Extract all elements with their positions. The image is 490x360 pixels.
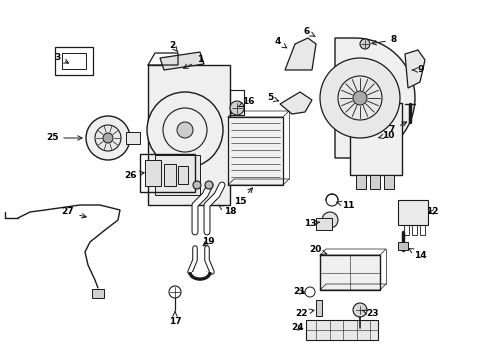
- Text: 15: 15: [234, 188, 252, 207]
- Bar: [126, 132, 140, 144]
- Text: 17: 17: [169, 312, 181, 327]
- Polygon shape: [398, 200, 428, 225]
- Circle shape: [205, 181, 213, 189]
- Text: 25: 25: [46, 134, 82, 143]
- Text: 16: 16: [239, 98, 254, 107]
- Polygon shape: [280, 92, 312, 114]
- Bar: [145, 160, 161, 186]
- Bar: [356, 175, 366, 189]
- Text: 6: 6: [304, 27, 316, 37]
- Bar: [412, 225, 417, 235]
- Text: 4: 4: [275, 37, 287, 48]
- Polygon shape: [405, 50, 425, 88]
- Circle shape: [103, 133, 113, 143]
- Bar: [164, 164, 176, 186]
- Bar: [155, 155, 200, 195]
- Text: 5: 5: [267, 94, 279, 103]
- Text: 3: 3: [54, 53, 69, 63]
- Circle shape: [353, 303, 367, 317]
- Text: 18: 18: [219, 205, 236, 216]
- Text: 26: 26: [124, 171, 144, 180]
- Text: 13: 13: [304, 220, 319, 229]
- Polygon shape: [335, 38, 415, 158]
- Bar: [398, 242, 408, 250]
- Circle shape: [95, 125, 121, 151]
- Polygon shape: [350, 103, 402, 175]
- Bar: [140, 154, 195, 192]
- Circle shape: [177, 122, 193, 138]
- Bar: [55, 47, 93, 75]
- Circle shape: [360, 39, 370, 49]
- Text: 11: 11: [336, 201, 354, 210]
- Text: 1: 1: [183, 55, 203, 68]
- Polygon shape: [160, 52, 204, 70]
- Bar: [316, 300, 322, 316]
- Text: 2: 2: [169, 40, 178, 52]
- Bar: [92, 289, 104, 298]
- Circle shape: [86, 116, 130, 160]
- Circle shape: [193, 181, 201, 189]
- Polygon shape: [148, 65, 230, 205]
- Text: 14: 14: [409, 248, 426, 260]
- Text: 8: 8: [372, 36, 397, 45]
- Polygon shape: [306, 320, 378, 340]
- Circle shape: [147, 92, 223, 168]
- Circle shape: [230, 101, 244, 115]
- Text: 27: 27: [62, 207, 86, 218]
- Text: 24: 24: [292, 324, 304, 333]
- Text: 10: 10: [379, 130, 394, 139]
- Bar: [404, 225, 409, 235]
- Text: 21: 21: [293, 288, 305, 297]
- Circle shape: [320, 58, 400, 138]
- Text: 23: 23: [363, 310, 378, 319]
- Circle shape: [322, 212, 338, 228]
- Text: 9: 9: [412, 66, 424, 75]
- Text: 7: 7: [389, 122, 407, 135]
- Bar: [178, 166, 188, 184]
- Text: 20: 20: [309, 246, 327, 255]
- Circle shape: [353, 91, 367, 105]
- Bar: [384, 175, 394, 189]
- Bar: [62, 53, 86, 69]
- Polygon shape: [320, 255, 380, 290]
- Polygon shape: [228, 117, 283, 185]
- Text: 22: 22: [295, 309, 314, 318]
- Polygon shape: [285, 38, 316, 70]
- Bar: [316, 218, 332, 230]
- Text: 12: 12: [426, 207, 438, 216]
- Bar: [420, 225, 425, 235]
- Text: 19: 19: [202, 238, 214, 247]
- Bar: [370, 175, 380, 189]
